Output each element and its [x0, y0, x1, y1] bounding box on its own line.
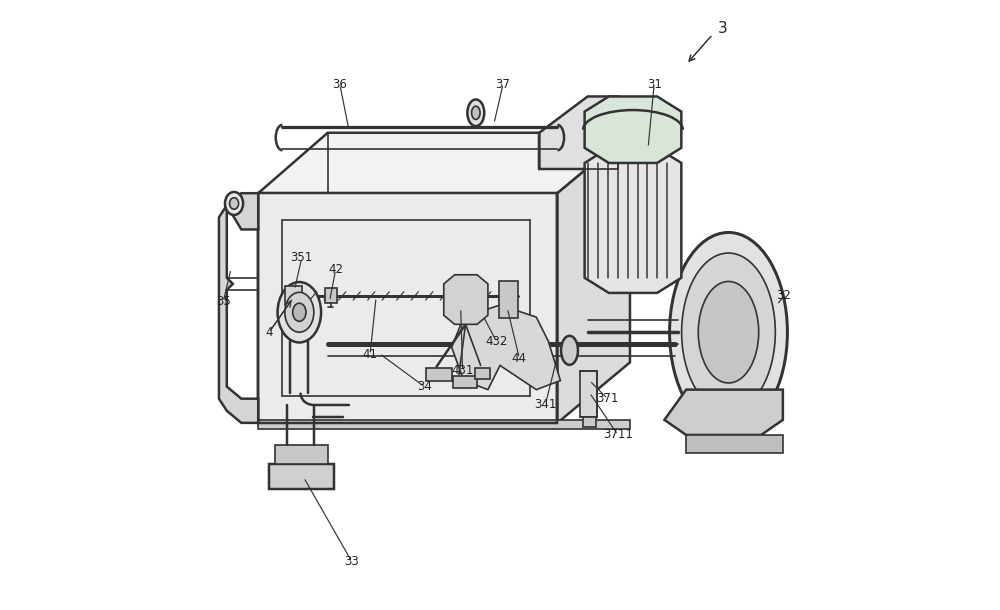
Bar	[583, 417, 596, 427]
Ellipse shape	[278, 282, 321, 342]
Ellipse shape	[467, 99, 484, 126]
Ellipse shape	[293, 303, 306, 321]
Ellipse shape	[698, 281, 759, 383]
Polygon shape	[664, 390, 783, 435]
Text: 3: 3	[718, 21, 727, 35]
Polygon shape	[452, 305, 560, 390]
Text: 341: 341	[534, 398, 557, 411]
Bar	[275, 445, 328, 464]
Ellipse shape	[285, 292, 314, 332]
Bar	[426, 368, 452, 381]
Polygon shape	[557, 133, 630, 423]
Ellipse shape	[682, 253, 775, 411]
Bar	[499, 281, 518, 318]
Bar	[269, 464, 334, 489]
Text: 32: 32	[777, 289, 792, 303]
Bar	[258, 420, 630, 429]
Text: 33: 33	[345, 555, 359, 569]
Polygon shape	[258, 193, 557, 423]
Polygon shape	[539, 96, 630, 169]
Text: 351: 351	[291, 251, 313, 264]
Text: 36: 36	[332, 78, 347, 91]
Ellipse shape	[472, 106, 480, 120]
Text: 432: 432	[485, 335, 508, 348]
Text: 431: 431	[451, 364, 474, 377]
Text: 371: 371	[596, 392, 619, 405]
Polygon shape	[258, 133, 630, 193]
Text: 31: 31	[647, 78, 662, 91]
Text: 42: 42	[328, 264, 343, 276]
Text: 41: 41	[363, 348, 378, 361]
Bar	[580, 371, 597, 417]
Polygon shape	[219, 193, 258, 423]
Text: 37: 37	[496, 78, 510, 91]
Polygon shape	[444, 274, 488, 325]
Text: 34: 34	[417, 380, 432, 393]
Text: 4: 4	[265, 326, 273, 339]
Text: 44: 44	[512, 352, 527, 365]
Bar	[325, 288, 337, 303]
Bar	[686, 435, 783, 453]
Ellipse shape	[230, 198, 239, 209]
Ellipse shape	[561, 336, 578, 365]
Text: 3711: 3711	[603, 428, 633, 442]
Polygon shape	[585, 96, 681, 163]
Ellipse shape	[670, 232, 787, 432]
Text: 35: 35	[216, 295, 231, 309]
Polygon shape	[585, 148, 681, 293]
Bar	[453, 376, 477, 389]
Bar	[285, 285, 302, 305]
Bar	[475, 368, 490, 379]
Ellipse shape	[225, 192, 243, 215]
